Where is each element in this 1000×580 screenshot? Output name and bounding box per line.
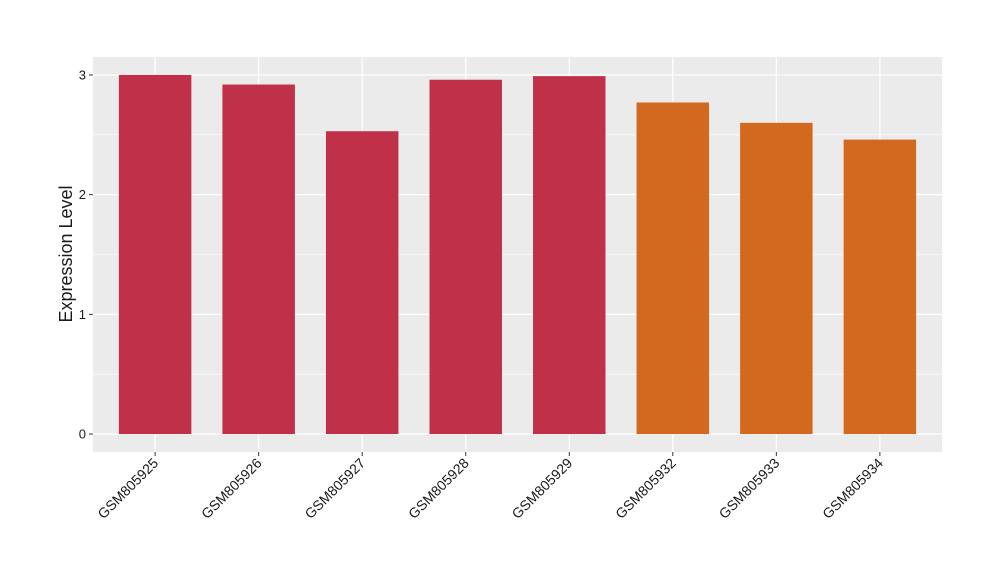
bar (636, 102, 710, 435)
bar (222, 84, 295, 435)
x-tick-label: GSM805928 (405, 455, 472, 522)
y-tick-label: 1 (79, 307, 86, 322)
y-tick-label: 3 (79, 67, 86, 82)
bar (740, 122, 813, 435)
x-tick-label: GSM805934 (819, 455, 886, 522)
bar (429, 79, 502, 435)
bar (843, 139, 917, 435)
bar (325, 131, 399, 435)
x-tick-label: GSM805933 (716, 455, 783, 522)
x-tick-label: GSM805926 (198, 455, 265, 522)
bar (533, 76, 606, 435)
x-tick-label: GSM805929 (508, 455, 575, 522)
y-tick-label: 0 (79, 427, 86, 442)
y-axis-title: Expression Level (56, 185, 76, 322)
y-tick-label: 2 (79, 187, 86, 202)
x-tick-label: GSM805925 (94, 455, 161, 522)
x-tick-label: GSM805932 (612, 455, 679, 522)
x-tick-label: GSM805927 (301, 455, 368, 522)
bar (118, 74, 192, 435)
